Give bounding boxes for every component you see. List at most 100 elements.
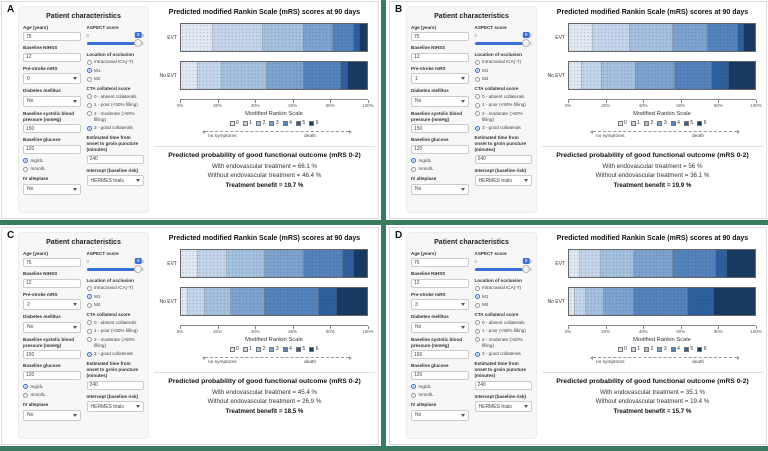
cta-collateral-option[interactable]: 1 - poor (<50% filling) xyxy=(474,102,533,108)
age-input[interactable] xyxy=(23,258,81,268)
x-axis: 0% 20% 40% 60% 80% 100% xyxy=(177,325,374,335)
aspect-slider[interactable]: 0 10 9 xyxy=(86,31,144,48)
cta-collateral-option[interactable]: 3 - good collaterals xyxy=(474,351,533,357)
iv-alteplase-select[interactable]: No xyxy=(23,183,81,195)
occlusion-option[interactable]: Intracranial ICA(-T) xyxy=(86,285,145,291)
diabetes-select[interactable]: No xyxy=(411,321,469,333)
cta-collateral-option[interactable]: 2 - moderate (>50% filling) xyxy=(86,111,145,123)
cta-collateral-option[interactable]: 0 - absent collaterals xyxy=(86,320,145,326)
glucose-input[interactable] xyxy=(23,370,81,380)
glucose-unit-option[interactable]: mmol/L xyxy=(411,166,469,172)
cta-collateral-option[interactable]: 0 - absent collaterals xyxy=(86,94,145,100)
cta-collateral-option[interactable]: 2 - moderate (>50% filling) xyxy=(474,337,533,349)
aspect-slider[interactable]: 0 10 9 xyxy=(474,31,532,48)
prestroke-mrs-select[interactable]: 3 xyxy=(411,299,469,311)
occlusion-option[interactable]: M1 xyxy=(86,68,145,74)
bar-row-evt: EVT xyxy=(154,23,375,52)
cta-collateral-option[interactable]: 1 - poor (<50% filling) xyxy=(86,328,145,334)
glucose-unit-option[interactable]: mmol/L xyxy=(411,392,469,398)
onset-to-groin-input[interactable] xyxy=(474,380,532,390)
occlusion-option[interactable]: M1 xyxy=(474,68,533,74)
axis-tick: 60% xyxy=(676,100,685,108)
glucose-unit-option[interactable]: mg/dL xyxy=(411,384,469,390)
glucose-unit-option[interactable]: mg/dL xyxy=(411,158,469,164)
glucose-input[interactable] xyxy=(23,144,81,154)
age-input[interactable] xyxy=(411,32,469,42)
iv-alteplase-select[interactable]: No xyxy=(411,409,469,421)
diabetes-value: No xyxy=(27,98,34,105)
onset-to-groin-input[interactable] xyxy=(474,154,532,164)
glucose-input[interactable] xyxy=(411,370,469,380)
intercept-select[interactable]: HERMES trials xyxy=(86,175,144,187)
nihss-input[interactable] xyxy=(411,278,469,288)
sbp-label: Baseline systolic blood pressure (mmHg) xyxy=(411,336,463,348)
aspect-slider[interactable]: 0 10 9 xyxy=(86,257,144,274)
occlusion-option[interactable]: M2 xyxy=(86,76,145,82)
glucose-input[interactable] xyxy=(411,144,469,154)
cta-collateral-option[interactable]: 1 - poor (<50% filling) xyxy=(474,328,533,334)
intercept-select[interactable]: HERMES trials xyxy=(474,175,532,187)
diabetes-select[interactable]: No xyxy=(23,321,81,333)
cta-collateral-option[interactable]: 2 - moderate (>50% filling) xyxy=(474,111,533,123)
sbp-input[interactable] xyxy=(411,350,469,360)
iv-alteplase-select[interactable]: No xyxy=(411,183,469,195)
occlusion-option[interactable]: Intracranial ICA(-T) xyxy=(86,59,145,65)
prestroke-mrs-select[interactable]: 0 xyxy=(23,73,81,85)
cta-collateral-option[interactable]: 1 - poor (<50% filling) xyxy=(86,102,145,108)
cta-collateral-option[interactable]: 3 - good collaterals xyxy=(474,125,533,131)
slider-handle[interactable] xyxy=(134,265,143,274)
occlusion-option[interactable]: M1 xyxy=(474,294,533,300)
slider-handle[interactable] xyxy=(522,39,531,48)
occlusion-option[interactable]: Intracranial ICA(-T) xyxy=(474,285,533,291)
occlusion-option[interactable]: M2 xyxy=(86,302,145,308)
radio-icon xyxy=(86,125,92,131)
prestroke-mrs-select[interactable]: 1 xyxy=(411,73,469,85)
legend-item: 1 xyxy=(242,346,252,352)
slider-track[interactable] xyxy=(474,39,532,48)
iv-alteplase-select[interactable]: No xyxy=(23,409,81,421)
slider-handle[interactable] xyxy=(134,39,143,48)
sbp-input[interactable] xyxy=(23,350,81,360)
cta-collateral-option[interactable]: 2 - moderate (>50% filling) xyxy=(86,337,145,349)
chevron-down-icon xyxy=(460,77,465,81)
aspect-slider[interactable]: 0 10 9 xyxy=(474,257,532,274)
sbp-input[interactable] xyxy=(411,124,469,134)
mrs-segment-3 xyxy=(231,288,265,315)
cta-collateral-option[interactable]: 3 - good collaterals xyxy=(86,125,145,131)
legend-label: 3 xyxy=(275,120,279,126)
radio-label: 3 - good collaterals xyxy=(482,125,521,131)
age-input[interactable] xyxy=(411,258,469,268)
glucose-unit-option[interactable]: mg/dL xyxy=(23,384,81,390)
legend-label: 0 xyxy=(236,120,239,126)
onset-to-groin-input[interactable] xyxy=(86,380,144,390)
age-input[interactable] xyxy=(23,32,81,42)
prestroke-mrs-select[interactable]: 2 xyxy=(23,299,81,311)
slider-track[interactable] xyxy=(474,265,532,274)
without-evt-line: Without endovascular treatment = 46.4 % xyxy=(207,172,322,179)
glucose-unit-option[interactable]: mmol/L xyxy=(23,166,81,172)
glucose-unit-option[interactable]: mmol/L xyxy=(23,392,81,398)
nihss-input[interactable] xyxy=(23,52,81,62)
intercept-select[interactable]: HERMES trials xyxy=(474,401,532,413)
sbp-input[interactable] xyxy=(23,124,81,134)
nihss-input[interactable] xyxy=(411,52,469,62)
treatment-benefit-line: Treatment benefit = 15.7 % xyxy=(613,407,692,415)
axis-tick-label: 20% xyxy=(213,103,222,108)
intercept-select[interactable]: HERMES trials xyxy=(86,401,144,413)
occlusion-option[interactable]: M2 xyxy=(474,302,533,308)
cta-collateral-option[interactable]: 0 - absent collaterals xyxy=(474,320,533,326)
treatment-benefit-line: Treatment benefit = 19.7 % xyxy=(225,181,304,189)
onset-to-groin-input[interactable] xyxy=(86,154,144,164)
cta-collateral-option[interactable]: 3 - good collaterals xyxy=(86,351,145,357)
cta-collateral-option[interactable]: 0 - absent collaterals xyxy=(474,94,533,100)
nihss-input[interactable] xyxy=(23,278,81,288)
slider-track[interactable] xyxy=(86,39,144,48)
diabetes-select[interactable]: No xyxy=(23,95,81,107)
slider-track[interactable] xyxy=(86,265,144,274)
diabetes-select[interactable]: No xyxy=(411,95,469,107)
glucose-unit-option[interactable]: mg/dL xyxy=(23,158,81,164)
slider-handle[interactable] xyxy=(522,265,531,274)
occlusion-option[interactable]: M2 xyxy=(474,76,533,82)
occlusion-option[interactable]: Intracranial ICA(-T) xyxy=(474,59,533,65)
occlusion-option[interactable]: M1 xyxy=(86,294,145,300)
